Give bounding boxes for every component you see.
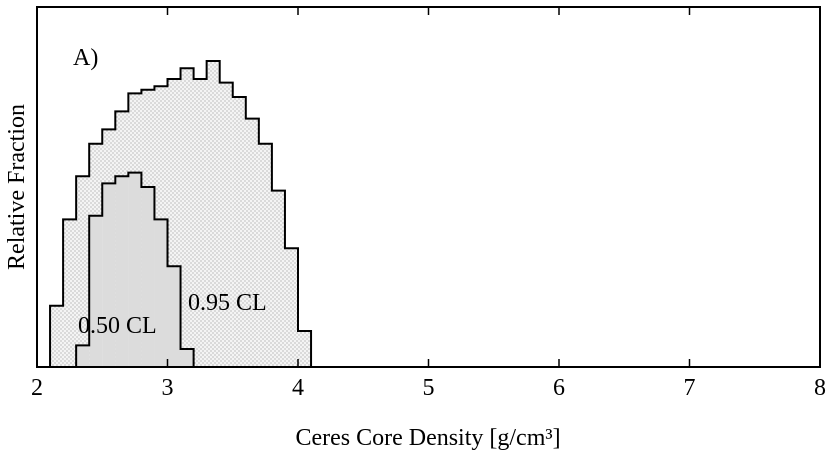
histogram-bar — [180, 68, 194, 367]
histogram-bar — [298, 331, 312, 367]
histogram-bar — [245, 118, 259, 367]
histogram-outline — [75, 171, 195, 367]
histogram-bar — [89, 215, 103, 367]
x-tick-label: 4 — [292, 375, 304, 401]
series-label: 0.50 CL — [78, 313, 157, 339]
x-tick-label: 3 — [162, 375, 174, 401]
histogram-bar — [167, 266, 181, 367]
y-axis-label: Relative Fraction — [4, 104, 30, 270]
x-tick-label: 6 — [553, 375, 565, 401]
histogram-bar — [141, 187, 155, 367]
x-tick-label: 8 — [814, 375, 826, 401]
histogram-bar — [180, 349, 194, 367]
histogram-bar — [232, 97, 246, 367]
histogram-bar — [258, 143, 272, 367]
histogram-bar — [76, 345, 90, 367]
x-tick-label: 2 — [31, 375, 43, 401]
histogram-bar — [76, 176, 90, 367]
series-label: 0.95 CL — [188, 290, 267, 316]
x-tick-label: 5 — [423, 375, 435, 401]
x-axis-label: Ceres Core Density [g/cm³] — [295, 425, 560, 451]
histogram-bar — [154, 219, 168, 367]
histogram-bar — [284, 248, 298, 367]
histogram-bar — [63, 219, 77, 367]
histogram-bar — [219, 82, 233, 367]
x-tick-label: 7 — [684, 375, 696, 401]
histogram-bar — [50, 305, 64, 367]
panel-label: A) — [73, 45, 98, 71]
histogram-bar — [271, 190, 285, 367]
histogram-bar — [128, 172, 142, 367]
histogram-bar — [206, 61, 220, 367]
histogram-bar — [115, 176, 129, 367]
histogram-bar — [193, 79, 207, 367]
histogram-bar — [102, 183, 116, 367]
histogram-outline — [49, 60, 313, 367]
